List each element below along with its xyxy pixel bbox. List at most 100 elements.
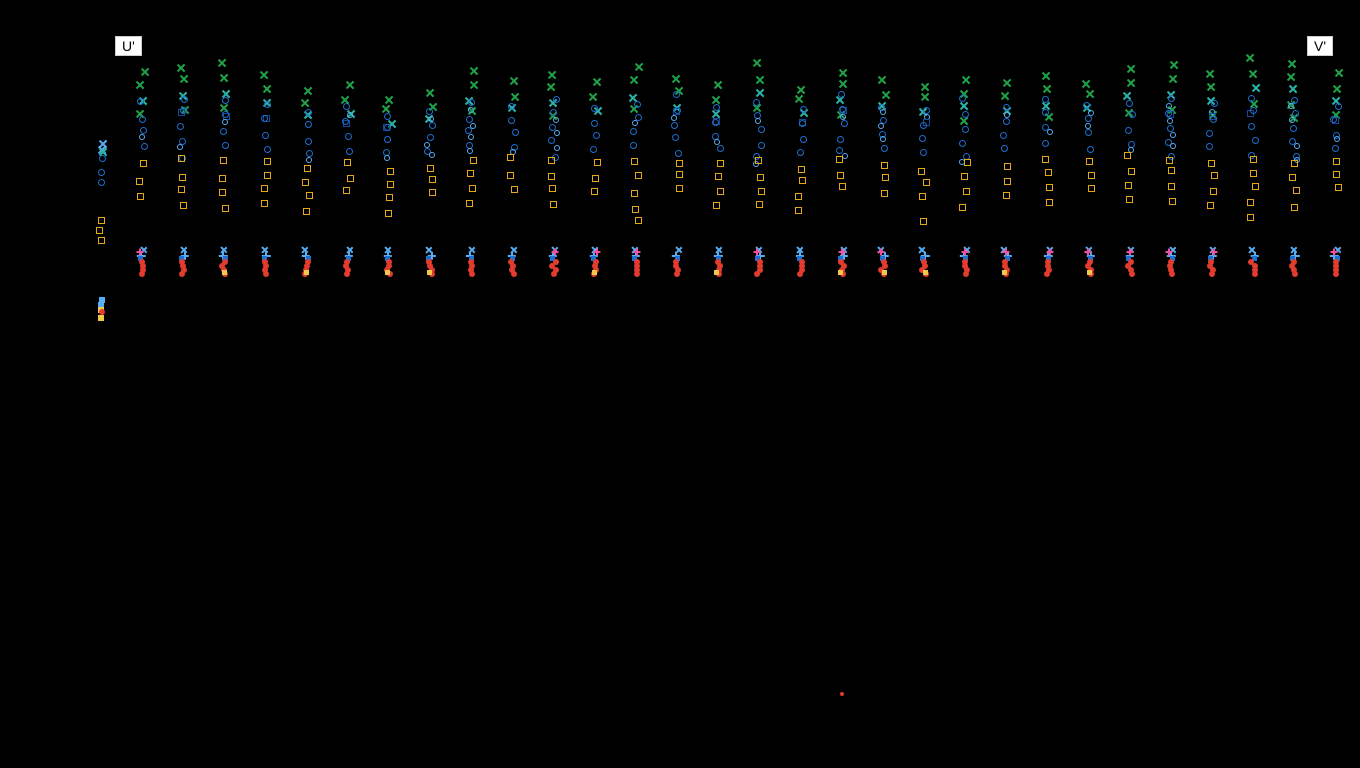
data-point <box>177 144 183 150</box>
data-point <box>222 205 229 212</box>
data-point <box>1207 70 1214 77</box>
data-point <box>136 178 143 185</box>
data-point <box>923 179 930 186</box>
data-point <box>179 174 186 181</box>
data-point <box>880 109 886 115</box>
data-point <box>1289 174 1296 181</box>
data-point <box>1207 202 1214 209</box>
data-point <box>383 106 390 113</box>
data-point <box>220 157 227 164</box>
data-point <box>385 96 392 103</box>
data-point <box>1252 271 1258 277</box>
data-point <box>963 188 970 195</box>
data-point <box>1047 129 1053 135</box>
data-point <box>426 90 433 97</box>
data-point <box>920 122 927 129</box>
data-point <box>630 142 637 149</box>
data-point <box>306 157 312 163</box>
data-point <box>592 175 599 182</box>
data-point <box>1206 130 1213 137</box>
data-point <box>797 149 804 156</box>
data-point <box>177 64 184 71</box>
data-point <box>1294 143 1300 149</box>
data-point <box>676 171 683 178</box>
data-point <box>1288 60 1295 67</box>
data-point <box>261 200 268 207</box>
data-point <box>429 189 436 196</box>
data-point <box>181 96 188 103</box>
data-point <box>757 89 764 96</box>
data-point <box>1333 86 1340 93</box>
data-point <box>304 88 311 95</box>
data-point <box>959 204 966 211</box>
data-point <box>306 192 313 199</box>
data-point <box>590 93 597 100</box>
data-point <box>839 81 846 88</box>
data-point <box>548 137 555 144</box>
data-point <box>1124 152 1131 159</box>
data-point <box>757 174 764 181</box>
data-point <box>964 159 971 166</box>
data-point <box>800 106 807 113</box>
data-point <box>758 126 765 133</box>
data-point <box>1333 171 1340 178</box>
data-point <box>1167 250 1172 255</box>
data-point <box>1127 80 1134 87</box>
data-point <box>672 134 679 141</box>
data-point <box>715 173 722 180</box>
data-point <box>98 169 105 176</box>
data-point <box>1044 86 1051 93</box>
data-point <box>384 113 391 120</box>
data-point <box>1003 104 1010 111</box>
data-point <box>548 173 555 180</box>
data-point <box>1249 71 1256 78</box>
data-point <box>961 173 968 180</box>
data-point <box>552 250 557 255</box>
data-point <box>959 140 966 147</box>
data-point <box>1333 158 1340 165</box>
data-point <box>302 100 309 107</box>
data-point <box>1332 250 1337 255</box>
data-point <box>177 123 184 130</box>
data-point <box>304 165 311 172</box>
data-point <box>918 168 925 175</box>
data-point <box>1335 184 1342 191</box>
data-point <box>717 188 724 195</box>
data-point <box>384 155 390 161</box>
data-point <box>1292 110 1299 117</box>
data-point <box>1087 146 1094 153</box>
data-point <box>222 97 229 104</box>
data-point <box>344 271 350 277</box>
data-point <box>921 94 928 101</box>
data-point <box>179 271 185 277</box>
data-point <box>264 146 271 153</box>
data-point <box>218 60 225 67</box>
data-point <box>959 95 966 102</box>
data-point <box>923 270 928 275</box>
data-point <box>881 190 888 197</box>
data-point <box>263 271 269 277</box>
data-point <box>549 71 556 78</box>
data-point <box>347 82 354 89</box>
data-point <box>795 96 802 103</box>
data-point <box>882 91 889 98</box>
data-point <box>714 270 719 275</box>
data-point <box>1334 136 1340 142</box>
data-point <box>343 187 350 194</box>
data-point <box>1292 271 1298 277</box>
data-point <box>920 149 927 156</box>
data-point <box>631 77 638 84</box>
data-point <box>632 120 638 126</box>
data-point <box>1248 95 1255 102</box>
data-point <box>178 155 185 162</box>
data-point <box>713 202 720 209</box>
data-point <box>511 271 517 277</box>
data-point <box>1211 250 1216 255</box>
data-point <box>1170 75 1177 82</box>
data-point <box>347 175 354 182</box>
data-point <box>222 142 229 149</box>
data-point <box>1042 156 1049 163</box>
data-point <box>1330 116 1337 123</box>
data-point <box>219 189 226 196</box>
data-point <box>754 271 760 277</box>
